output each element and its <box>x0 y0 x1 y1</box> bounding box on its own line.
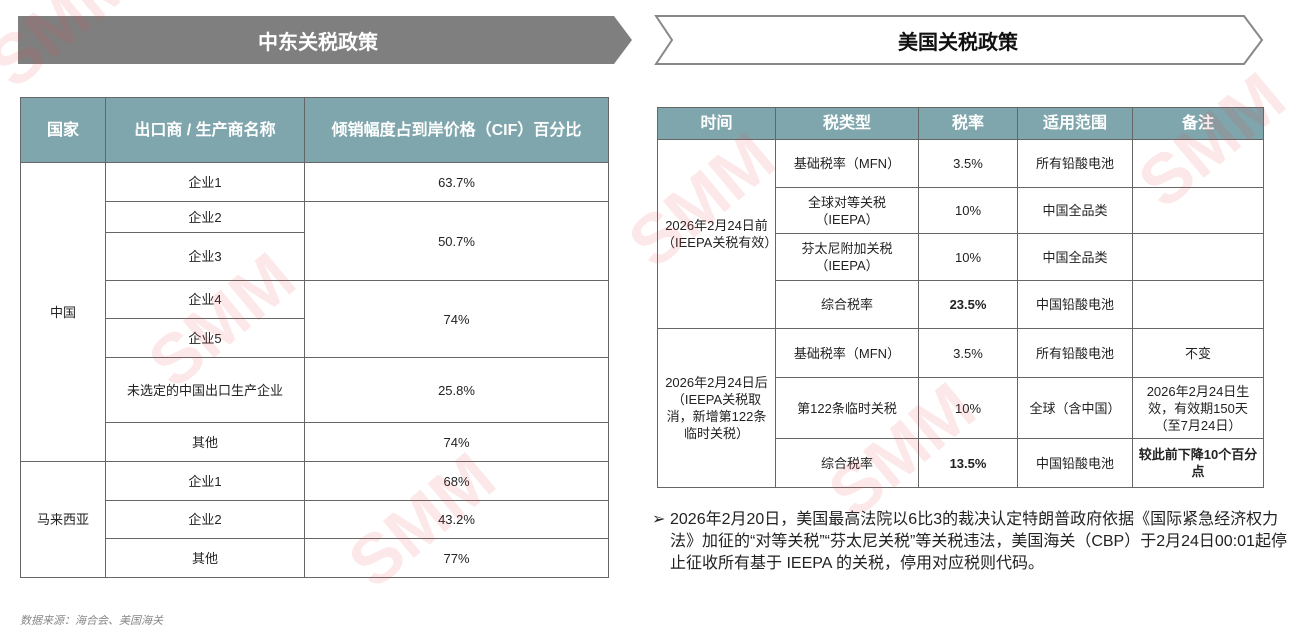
company-cell: 其他 <box>105 538 305 578</box>
rate-cell: 3.5% <box>918 328 1018 378</box>
header-row: 时间 税类型 税率 适用范围 备注 <box>657 107 1264 140</box>
scope-cell: 所有铅酸电池 <box>1017 328 1133 378</box>
header-row: 国家 出口商 / 生产商名称 倾销幅度占到岸价格（CIF）百分比 <box>20 97 609 163</box>
scope-cell: 全球（含中国） <box>1017 377 1133 439</box>
rate-cell: 10% <box>918 187 1018 234</box>
ratio-cell: 68% <box>304 461 609 501</box>
type-cell: 全球对等关税（IEEPA） <box>775 187 919 234</box>
note-cell <box>1132 139 1264 188</box>
company-cell: 企业4 <box>105 280 305 319</box>
ratio-cell: 63.7% <box>304 162 609 202</box>
row: 全球对等关税（IEEPA） 10% 中国全品类 <box>658 187 1264 234</box>
row: 其他 77% <box>21 538 609 578</box>
left-banner: 中东关税政策 <box>258 31 378 54</box>
note-cell <box>1132 233 1264 281</box>
row: 其他 74% <box>21 422 609 462</box>
right-banner-bg <box>654 15 1264 65</box>
company-cell: 企业1 <box>105 162 305 202</box>
row: 企业4 74% <box>21 280 609 358</box>
note-cell: 较此前下降10个百分点 <box>1132 438 1264 488</box>
country-cell: 中国 <box>20 162 106 462</box>
company-cell: 其他 <box>105 422 305 462</box>
bullet-text: 2026年2月20日，美国最高法院以6比3的裁决认定特朗普政府依据《国际紧急经济… <box>670 511 1287 572</box>
scope-cell: 所有铅酸电池 <box>1017 139 1133 188</box>
type-cell: 基础税率（MFN） <box>775 328 919 378</box>
company-cell: 未选定的中国出口生产企业 <box>105 357 305 423</box>
row: 2026年2月24日后（IEEPA关税取消，新增第122条临时关税） 基础税率（M… <box>657 328 1264 488</box>
right-table: 时间 税类型 税率 适用范围 备注 2026年2月24日前（IEEPA关税有效） 基础税率（… <box>657 107 1264 488</box>
ratio-cell: 43.2% <box>304 500 609 539</box>
type-cell: 芬太尼附加关税（IEEPA） <box>775 233 919 281</box>
left-banner-bg <box>18 16 632 64</box>
header-cell: 国家 <box>20 97 106 163</box>
country-cell: 马来西亚 <box>20 461 106 578</box>
time-cell: 2026年2月24日后（IEEPA关税取消，新增第122条临时关税） <box>657 328 776 488</box>
right-banner: 美国关税政策 <box>898 31 1018 54</box>
row: 综合税率 13.5% 中国铅酸电池 较此前下降10个百分点 <box>658 438 1264 488</box>
time-cell: 2026年2月24日前（IEEPA关税有效） <box>657 139 777 329</box>
row: 第122条临时关税 10% 全球（含中国） 2026年2月24日生效，有效期150天（… <box>658 377 1264 439</box>
row: 芬太尼附加关税（IEEPA） 10% 中国全品类 <box>658 233 1264 281</box>
note-cell <box>1132 280 1264 329</box>
rate-cell: 23.5% <box>918 280 1018 329</box>
banners <box>18 15 1264 65</box>
scope-cell: 中国铅酸电池 <box>1017 280 1133 329</box>
note-cell: 不变 <box>1132 328 1264 378</box>
rate-cell: 3.5% <box>918 139 1018 188</box>
scope-cell: 中国铅酸电池 <box>1017 438 1133 488</box>
ratio-cell: 25.8% <box>304 357 609 423</box>
rate-cell: 10% <box>918 377 1018 439</box>
ratio-cell: 74% <box>304 422 609 462</box>
row: 中国 企业1 63.7% <box>20 162 609 462</box>
company-cell: 企业5 <box>105 318 305 358</box>
header-cell: 税类型 <box>775 107 919 140</box>
row: 企业2 50.7% <box>21 201 609 281</box>
type-cell: 第122条临时关税 <box>775 377 919 439</box>
note-cell <box>1132 187 1264 234</box>
left-table: 国家 出口商 / 生产商名称 倾销幅度占到岸价格（CIF）百分比 中国 企业1 63.7%… <box>20 97 609 578</box>
header-cell: 税率 <box>918 107 1018 140</box>
ratio-cell: 77% <box>304 538 609 578</box>
header-cell: 倾销幅度占到岸价格（CIF）百分比 <box>304 97 609 163</box>
company-cell: 企业2 <box>105 201 305 233</box>
header-cell: 适用范围 <box>1017 107 1133 140</box>
header-cell: 时间 <box>657 107 776 140</box>
rate-cell: 10% <box>918 233 1018 281</box>
company-cell: 企业1 <box>105 461 305 501</box>
type-cell: 基础税率（MFN） <box>775 139 919 188</box>
company-cell: 企业3 <box>105 232 305 281</box>
ratio-cell: 50.7% <box>304 201 609 281</box>
source: 数据来源：海合会、美国海关 <box>20 615 163 627</box>
type-cell: 综合税率 <box>775 438 919 488</box>
row: 2026年2月24日前（IEEPA关税有效） 基础税率（MFN） 3.5% 所有铅酸电… <box>657 139 1264 329</box>
row: 未选定的中国出口生产企业 25.8% <box>21 357 609 423</box>
bullet-marker: ➢ <box>652 511 666 528</box>
note-cell: 2026年2月24日生效，有效期150天（至7月24日） <box>1132 377 1264 439</box>
scope-cell: 中国全品类 <box>1017 187 1133 234</box>
row: 企业2 43.2% <box>21 500 609 539</box>
rate-cell: 13.5% <box>918 438 1018 488</box>
header-cell: 备注 <box>1132 107 1264 140</box>
ratio-cell: 74% <box>304 280 609 358</box>
header-cell: 出口商 / 生产商名称 <box>105 97 305 163</box>
row: 综合税率 23.5% 中国铅酸电池 <box>658 280 1264 329</box>
bullet: ➢ 2026年2月20日，美国最高法院以6比3的裁决认定特朗普政府依据《国际紧急… <box>652 509 1292 575</box>
type-cell: 综合税率 <box>775 280 919 329</box>
scope-cell: 中国全品类 <box>1017 233 1133 281</box>
row: 马来西亚 企业1 68% <box>20 461 609 578</box>
company-cell: 企业2 <box>105 500 305 539</box>
